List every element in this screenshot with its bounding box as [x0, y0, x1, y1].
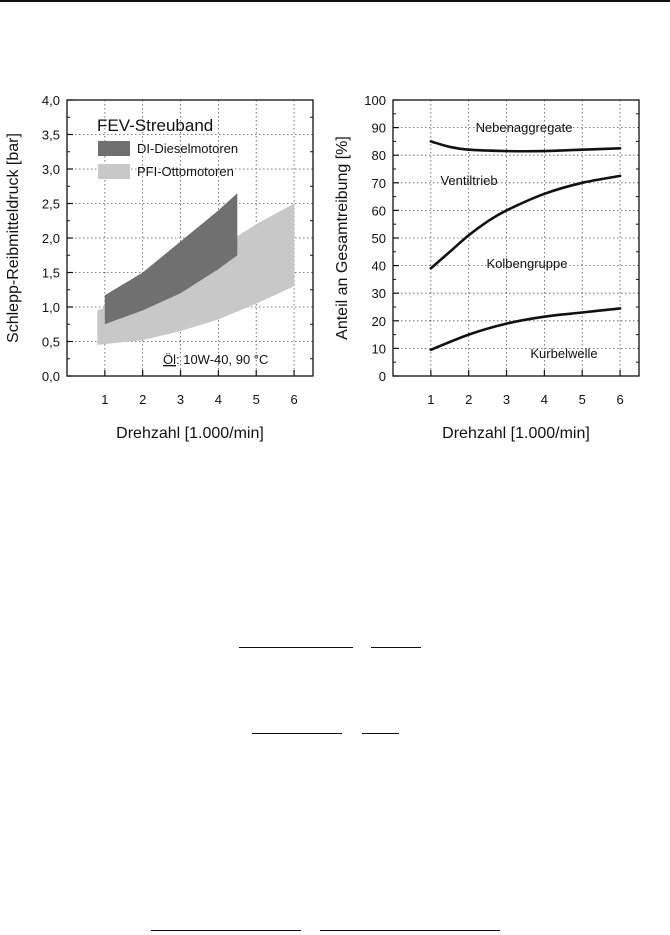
legend-label-di-dieselmotoren: DI-Dieselmotoren: [137, 141, 238, 156]
y-tick-label: 0,0: [42, 369, 60, 384]
x-tick-label: 2: [139, 392, 146, 407]
y-tick-label: 50: [372, 231, 386, 246]
y-tick-label: 0: [379, 369, 386, 384]
x-tick-label: 4: [215, 392, 222, 407]
right-series: [429, 140, 622, 352]
y-tick-label: 40: [372, 259, 386, 274]
series-line-1: [429, 140, 622, 153]
x-tick-label: 1: [101, 392, 108, 407]
y-tick-label: 20: [372, 314, 386, 329]
y-tick-label: 10: [372, 341, 386, 356]
y-tick-label: 60: [372, 203, 386, 218]
y-tick-label: 0,5: [42, 335, 60, 350]
fraction-rule: [252, 733, 342, 734]
x-tick-label: 3: [503, 392, 510, 407]
region-label-kolbengruppe: Kolbengruppe: [487, 256, 568, 271]
series-line-2: [429, 174, 622, 270]
y-tick-label: 30: [372, 286, 386, 301]
left-axis-ticks: 1 2 3 4 5 6 0,0 0,5 1,0 1,5 2,0 2,5 3,0 3,5 4,0: [42, 93, 313, 407]
x-tick-label: 2: [465, 392, 472, 407]
legend-swatch-di-dieselmotoren: [98, 141, 130, 156]
oil-annotation-rest: : 10W-40, 90 °C: [176, 352, 268, 367]
x-tick-label: 1: [427, 392, 434, 407]
legend-label-pfi-ottomotoren: PFI-Ottomotoren: [137, 164, 234, 179]
fraction-rule: [320, 930, 500, 931]
y-tick-label: 2,5: [42, 197, 60, 212]
left-chart: 1 2 3 4 5 6 0,0 0,5 1,0 1,5 2,0 2,5 3,0 3,5 4,0 FEV-St…: [5, 93, 314, 442]
right-x-axis-label: Drehzahl [1.000/min]: [442, 425, 590, 442]
y-tick-label: 1,0: [42, 300, 60, 315]
y-tick-label: 100: [364, 93, 386, 108]
region-label-nebenaggregate: Nebenaggregate: [476, 120, 573, 135]
legend-title: FEV-Streuband: [97, 116, 213, 135]
x-tick-label: 3: [177, 392, 184, 407]
x-tick-label: 5: [253, 392, 260, 407]
left-x-axis-label: Drehzahl [1.000/min]: [116, 425, 264, 442]
region-label-ventiltrieb: Ventiltrieb: [440, 173, 497, 188]
region-label-kurbelwelle: Kurbelwelle: [530, 346, 597, 361]
y-tick-label: 3,5: [42, 128, 60, 143]
oil-annotation-underlined: Öl: [163, 352, 176, 367]
y-tick-label: 3,0: [42, 162, 60, 177]
y-tick-label: 1,5: [42, 266, 60, 281]
y-tick-label: 4,0: [42, 93, 60, 108]
legend-swatch-pfi-ottomotoren: [98, 164, 130, 179]
y-tick-label: 90: [372, 121, 386, 136]
left-y-axis-label: Schlepp-Reibmitteldruck [bar]: [5, 133, 22, 343]
fraction-rule: [151, 930, 301, 931]
oil-annotation: Öl: 10W-40, 90 °C: [163, 352, 268, 367]
di-dieselmotoren-band: [104, 193, 238, 325]
series-line-3: [429, 307, 622, 352]
x-tick-label: 6: [616, 392, 623, 407]
y-tick-label: 80: [372, 148, 386, 163]
y-tick-label: 2,0: [42, 231, 60, 246]
fraction-rule: [362, 733, 399, 734]
x-tick-label: 6: [290, 392, 297, 407]
fraction-rule: [239, 647, 353, 648]
x-tick-label: 5: [579, 392, 586, 407]
x-tick-label: 4: [541, 392, 548, 407]
fraction-rule: [371, 647, 421, 648]
right-y-axis-label: Anteil an Gesamtreibung [%]: [334, 136, 351, 340]
page-header-rule: [0, 0, 670, 2]
y-tick-label: 70: [372, 176, 386, 191]
